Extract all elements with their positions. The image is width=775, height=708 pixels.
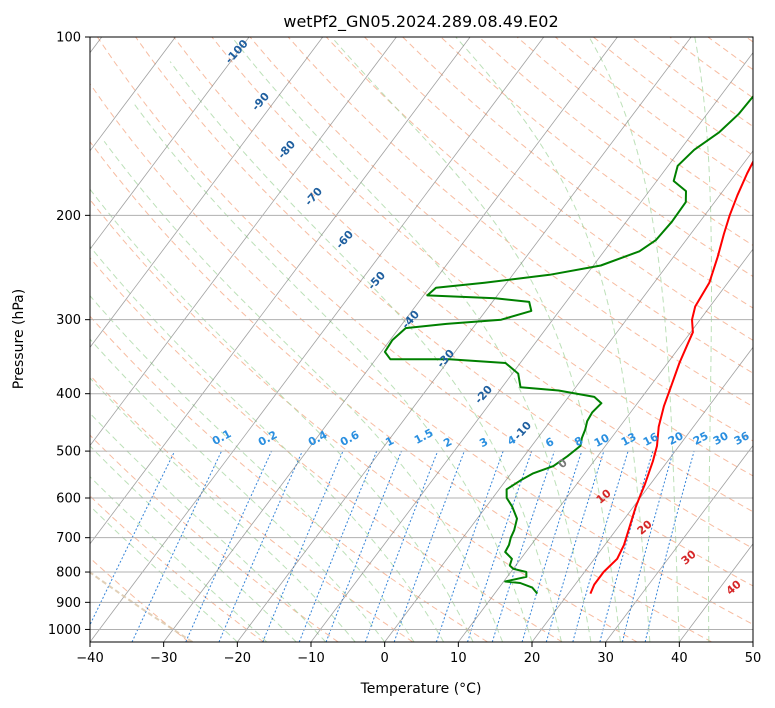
line-labels: -100-90-80-70-60-50-40-30-20-100.1 0.2 0.4… (210, 37, 752, 598)
isotherm-line (90, 37, 250, 250)
moist-adiabat-line (90, 505, 238, 642)
mixing-ratio-line (298, 450, 378, 642)
dry-adiabat-line (90, 257, 563, 642)
isotherm-line (90, 37, 176, 152)
moist-adiabat-line (694, 37, 712, 642)
mixing-ratio-line (467, 450, 533, 642)
isotherm-line (90, 37, 397, 447)
isotherm-line (90, 37, 545, 642)
y-tick-label: 100 (56, 31, 81, 46)
x-axis-label: Temperature (°C) (360, 681, 482, 697)
y-tick-label: 1000 (48, 623, 81, 638)
moist-adiabat-line (331, 37, 621, 642)
moist-adiabat-line (90, 295, 415, 642)
mixing-ratio-label: 25 (691, 429, 711, 448)
y-axis: 100 200 300 400 500 600 700 800 900 1000 (48, 31, 90, 638)
mixing-ratio-line (572, 450, 629, 642)
dry-adiabat-line (211, 37, 753, 477)
x-tick-label: 10 (450, 651, 467, 666)
mixing-ratio-line (621, 450, 674, 642)
isotherm-line (384, 150, 753, 642)
x-tick-label: −10 (297, 651, 324, 666)
y-tick-label: 800 (56, 566, 81, 581)
mixing-ratio-label: 20 (666, 429, 686, 448)
x-tick-label: 20 (524, 651, 541, 666)
moist-adiabat-line (90, 338, 386, 642)
moist-adiabat-line (90, 377, 356, 642)
mixing-ratio-label: 10 (592, 431, 612, 450)
dry-adiabat-line (90, 140, 712, 642)
isotherm-line (752, 641, 753, 642)
y-axis-label: Pressure (hPa) (11, 289, 27, 389)
mixing-ratio-line (435, 450, 504, 642)
mixing-ratio-line (90, 450, 176, 626)
moist-adiabat-line (90, 412, 327, 642)
dry-adiabat-line (90, 374, 414, 642)
dry-adiabat-line (90, 83, 753, 625)
x-axis: −40 −30 −20 −10 0 10 20 30 40 50 (76, 642, 761, 666)
moist-adiabat-line (134, 104, 533, 642)
y-tick-label: 300 (56, 313, 81, 328)
mixing-ratio-label: 13 (619, 430, 639, 449)
background-lines (90, 37, 753, 642)
mixing-ratio-line (325, 450, 402, 642)
chart-title: wetPf2_GN05.2024.289.08.49.E02 (283, 12, 558, 32)
y-tick-label: 400 (56, 387, 81, 402)
x-tick-label: −20 (224, 651, 251, 666)
mixing-ratio-line (545, 450, 605, 642)
moist-adiabat-line (231, 37, 592, 642)
moist-adiabat-line (169, 61, 562, 642)
isotherm-line (163, 37, 618, 642)
y-tick-label: 900 (56, 596, 81, 611)
isotherm-line (458, 248, 753, 642)
dry-adiabat-line (90, 198, 638, 642)
dry-adiabat-line (249, 37, 753, 442)
mixing-ratio-line (131, 450, 223, 642)
x-tick-label: 40 (671, 651, 688, 666)
dry-adiabat-line (173, 37, 753, 513)
mixing-ratio-line (364, 450, 439, 642)
moist-adiabat-line (90, 188, 474, 642)
y-tick-label: 500 (56, 445, 81, 460)
pressure-gridlines (90, 37, 753, 630)
isotherm-line (310, 51, 753, 642)
mixing-ratio-line (262, 450, 344, 642)
x-tick-label: 50 (745, 651, 762, 666)
moist-adiabat-line (90, 245, 445, 642)
y-tick-label: 600 (56, 492, 81, 507)
isotherm-line (90, 37, 324, 348)
moist-adiabat-line (455, 37, 651, 642)
moist-adiabat-line (90, 476, 268, 642)
x-tick-label: 30 (597, 651, 614, 666)
isotherm-line (90, 37, 471, 545)
dry-adiabat-line (364, 37, 753, 341)
reference-curve (90, 571, 193, 642)
x-tick-label: −30 (150, 651, 177, 666)
isotherm-line (531, 346, 753, 642)
series-layer (383, 95, 753, 595)
mixing-ratio-label: 30 (711, 429, 731, 448)
temperature-profile-line (589, 159, 753, 594)
dewpoint-profile-line (383, 95, 753, 595)
y-tick-label: 700 (56, 531, 81, 546)
isotherm-line (237, 37, 692, 642)
mixing-ratio-line (521, 450, 583, 642)
dry-adiabat-line (96, 37, 753, 587)
plot-frame (89, 36, 754, 643)
y-tick-label: 200 (56, 209, 81, 224)
moist-adiabat-line (588, 37, 680, 642)
isotherm-line (605, 444, 753, 642)
x-tick-label: −40 (76, 651, 103, 666)
mixing-ratio-line (218, 450, 303, 642)
mixing-ratio-label: 16 (641, 430, 661, 449)
mixing-ratio-label: 36 (732, 429, 752, 448)
x-tick-label: 0 (381, 651, 389, 666)
mixing-ratio-line (185, 450, 272, 642)
